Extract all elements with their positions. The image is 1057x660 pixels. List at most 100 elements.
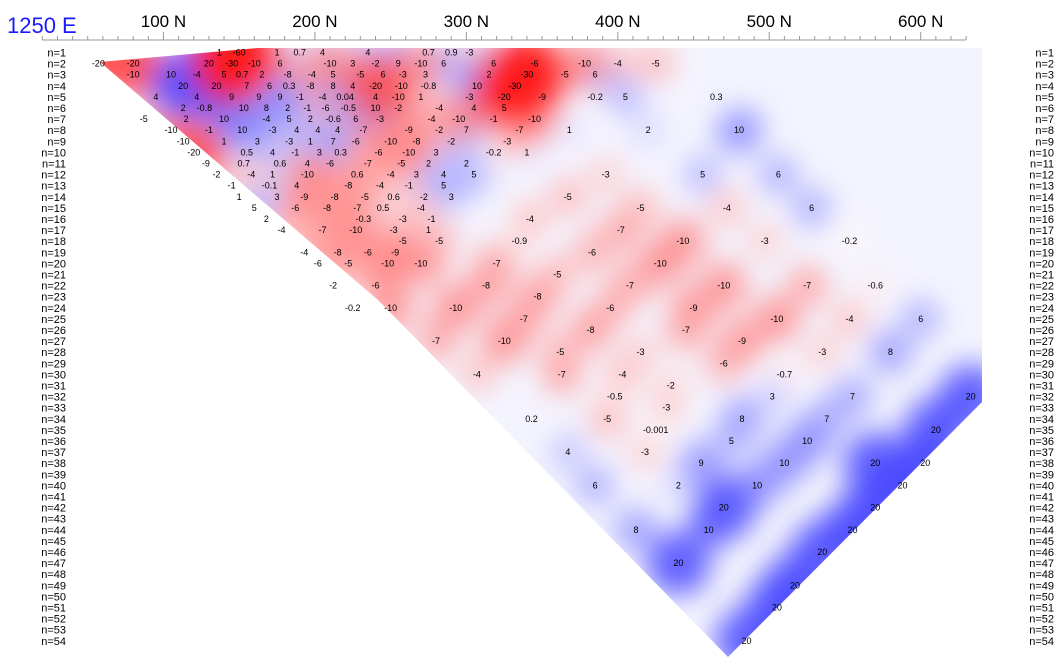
data-label: -6 — [371, 281, 379, 291]
n-level-label-left: n=2 — [47, 59, 66, 71]
data-label: -0.7 — [777, 369, 793, 379]
n-level-label-right: n=3 — [1035, 70, 1054, 82]
heatmap-cell — [554, 115, 585, 146]
n-level-label-left: n=26 — [41, 325, 66, 337]
heatmap-cell — [901, 299, 941, 339]
data-label: -3 — [268, 125, 276, 135]
data-label: 10 — [734, 125, 744, 135]
data-label: -2 — [371, 59, 379, 69]
n-level-label-left: n=16 — [41, 214, 66, 226]
data-label: -1 — [296, 92, 304, 102]
data-label: 2 — [676, 480, 681, 490]
data-label: -8 — [534, 292, 542, 302]
data-label: 9 — [699, 458, 704, 468]
data-label: 4 — [320, 48, 325, 58]
data-label: 4 — [373, 92, 378, 102]
data-label: 20 — [920, 458, 930, 468]
data-label: -7 — [364, 159, 372, 169]
data-label: 20 — [772, 603, 782, 613]
heatmap-cell — [748, 224, 782, 258]
n-level-label-right: n=2 — [1035, 59, 1054, 71]
data-label: -30 — [225, 59, 238, 69]
data-label: 20 — [211, 81, 221, 91]
data-label: 20 — [817, 547, 827, 557]
heatmap-cell — [701, 82, 731, 112]
data-label: -2 — [212, 170, 220, 180]
data-label: 2 — [259, 70, 264, 80]
heatmap-cell — [720, 397, 764, 440]
n-level-label-left: n=53 — [41, 625, 66, 637]
n-level-label-right: n=19 — [1029, 247, 1054, 259]
data-label: -6 — [291, 203, 299, 213]
n-level-label-right: n=33 — [1029, 403, 1054, 415]
data-label: 0.9 — [445, 48, 458, 58]
data-label: -5 — [603, 414, 611, 424]
data-label: 10 — [704, 525, 714, 535]
n-level-label-right: n=42 — [1029, 503, 1054, 515]
heatmap-cell — [219, 107, 266, 154]
heatmap-cell — [715, 107, 762, 154]
data-label: -10 — [414, 258, 427, 268]
data-label: -3 — [465, 92, 473, 102]
data-label: -2 — [420, 192, 428, 202]
n-level-label-right: n=47 — [1029, 558, 1054, 570]
heatmap-cell — [397, 240, 444, 287]
n-level-label-left: n=29 — [41, 358, 66, 370]
data-label: -9 — [202, 159, 210, 169]
data-label: -9 — [538, 92, 546, 102]
data-label: -10 — [384, 136, 397, 146]
heatmap-cell — [719, 319, 765, 364]
data-label: 6 — [278, 59, 283, 69]
n-level-label-left: n=46 — [41, 547, 66, 559]
data-label: 2 — [184, 114, 189, 124]
data-label: -3 — [399, 214, 407, 224]
n-level-label-left: n=33 — [41, 403, 66, 415]
data-label: -1 — [405, 181, 413, 191]
n-level-label-right: n=51 — [1029, 603, 1054, 615]
data-label: -10 — [349, 225, 362, 235]
data-label: -8 — [323, 203, 331, 213]
n-level-label-left: n=36 — [41, 436, 66, 448]
n-level-label-left: n=34 — [41, 414, 66, 426]
data-label: 20 — [742, 636, 752, 646]
data-label: -9 — [405, 125, 413, 135]
n-level-label-right: n=7 — [1035, 114, 1054, 126]
heatmap-cell — [455, 156, 493, 194]
data-label: 8 — [264, 103, 269, 113]
data-label: 5 — [502, 103, 507, 113]
n-level-label-left: n=6 — [47, 103, 66, 115]
n-level-label-right: n=53 — [1029, 625, 1054, 637]
n-level-label-left: n=3 — [47, 70, 66, 82]
data-label: -6 — [352, 136, 360, 146]
n-level-label-left: n=20 — [41, 258, 66, 270]
data-label: 0.2 — [525, 414, 538, 424]
data-label: -9 — [690, 303, 698, 313]
data-label: -6 — [326, 159, 334, 169]
n-level-label-left: n=35 — [41, 425, 66, 437]
n-level-label-right: n=48 — [1029, 569, 1054, 581]
heatmap-cell — [700, 262, 747, 309]
heatmap-cell — [364, 240, 411, 287]
heatmap-cell — [753, 295, 800, 342]
n-level-label-right: n=41 — [1029, 492, 1054, 504]
data-label: -0.1 — [262, 181, 278, 191]
heatmap-cell — [575, 466, 615, 505]
n-level-label-left: n=7 — [47, 114, 66, 126]
data-label: 3 — [414, 170, 419, 180]
data-label: -1 — [303, 103, 311, 113]
data-label: 7 — [824, 414, 829, 424]
data-label: -10 — [324, 59, 337, 69]
n-level-label-left: n=52 — [41, 614, 66, 626]
data-label: -7 — [558, 369, 566, 379]
data-label: -20 — [127, 59, 140, 69]
data-label: 0.3 — [283, 81, 296, 91]
heatmap-cell — [588, 157, 623, 192]
data-label: -8 — [412, 136, 420, 146]
data-label: -10 — [248, 59, 261, 69]
data-label: 4 — [270, 147, 275, 157]
n-level-label-right: n=4 — [1035, 81, 1054, 93]
data-label: 1 — [426, 225, 431, 235]
n-level-label-left: n=19 — [41, 247, 66, 259]
data-label: 6 — [593, 480, 598, 490]
data-label: -2 — [667, 381, 675, 391]
